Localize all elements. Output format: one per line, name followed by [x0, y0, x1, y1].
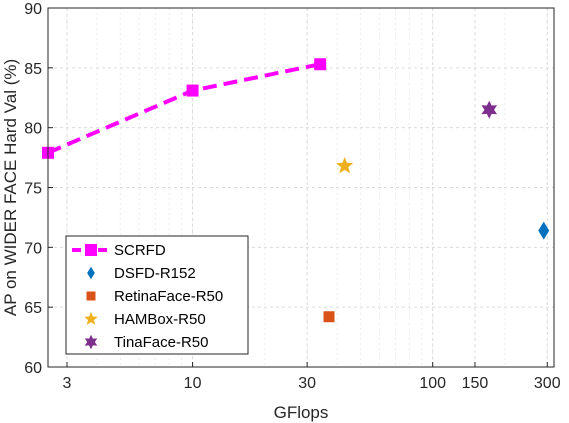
- y-tick-label: 60: [24, 360, 42, 377]
- legend-item: HAMBox-R50: [84, 311, 206, 328]
- y-tick-label: 85: [24, 61, 42, 78]
- series-line: [47, 62, 321, 155]
- legend-label: SCRFD: [114, 242, 166, 259]
- x-tick-label: 100: [419, 375, 446, 392]
- legend-marker: [87, 266, 95, 280]
- legend-label: TinaFace-R50: [114, 334, 208, 351]
- legend-item: DSFD-R152: [87, 265, 196, 282]
- legend-item: RetinaFace-R50: [86, 288, 223, 305]
- x-tick-label: 10: [184, 375, 202, 392]
- x-tick-label: 3: [63, 375, 72, 392]
- data-point-marker: [314, 58, 327, 71]
- y-tick-label: 90: [24, 1, 42, 18]
- legend: SCRFD DSFD-R152 RetinaFace-R50 HAMBox-R50 Ti…: [65, 235, 249, 355]
- series-tinaface-r50: [481, 100, 498, 119]
- x-tick-label: 30: [298, 375, 316, 392]
- series-retinaface-r50: [323, 311, 335, 323]
- legend-item: TinaFace-R50: [84, 334, 208, 351]
- y-tick-label: 65: [24, 300, 42, 317]
- y-axis-ticks: 60 65 70 75 80 85 90: [24, 1, 53, 377]
- legend-marker: [84, 334, 98, 350]
- data-point-marker: [336, 156, 354, 174]
- x-axis-title: GFlops: [274, 403, 329, 422]
- x-tick-label: 300: [534, 375, 561, 392]
- data-point-marker: [538, 221, 550, 240]
- y-tick-label: 80: [24, 121, 42, 138]
- data-point-marker: [186, 84, 199, 97]
- data-point-marker: [323, 311, 335, 323]
- legend-label: DSFD-R152: [114, 265, 196, 282]
- legend-label: RetinaFace-R50: [114, 288, 223, 305]
- y-axis-title: AP on WIDER FACE Hard Val (%): [1, 59, 20, 316]
- legend-marker: [86, 291, 96, 301]
- legend-marker: [85, 244, 97, 256]
- data-point-marker: [481, 100, 498, 119]
- legend-item: SCRFD: [72, 242, 166, 259]
- y-tick-label: 75: [24, 181, 42, 198]
- y-tick-label: 70: [24, 240, 42, 257]
- series-dsfd-r152: [538, 221, 550, 240]
- series-hambox-r50: [336, 156, 354, 174]
- x-tick-label: 150: [462, 375, 489, 392]
- series-scrfd: [42, 58, 327, 159]
- legend-marker: [84, 311, 98, 325]
- x-axis-ticks: 3 10 30 100 150 300: [63, 362, 561, 392]
- legend-label: HAMBox-R50: [114, 311, 206, 328]
- plot-area: [42, 58, 550, 323]
